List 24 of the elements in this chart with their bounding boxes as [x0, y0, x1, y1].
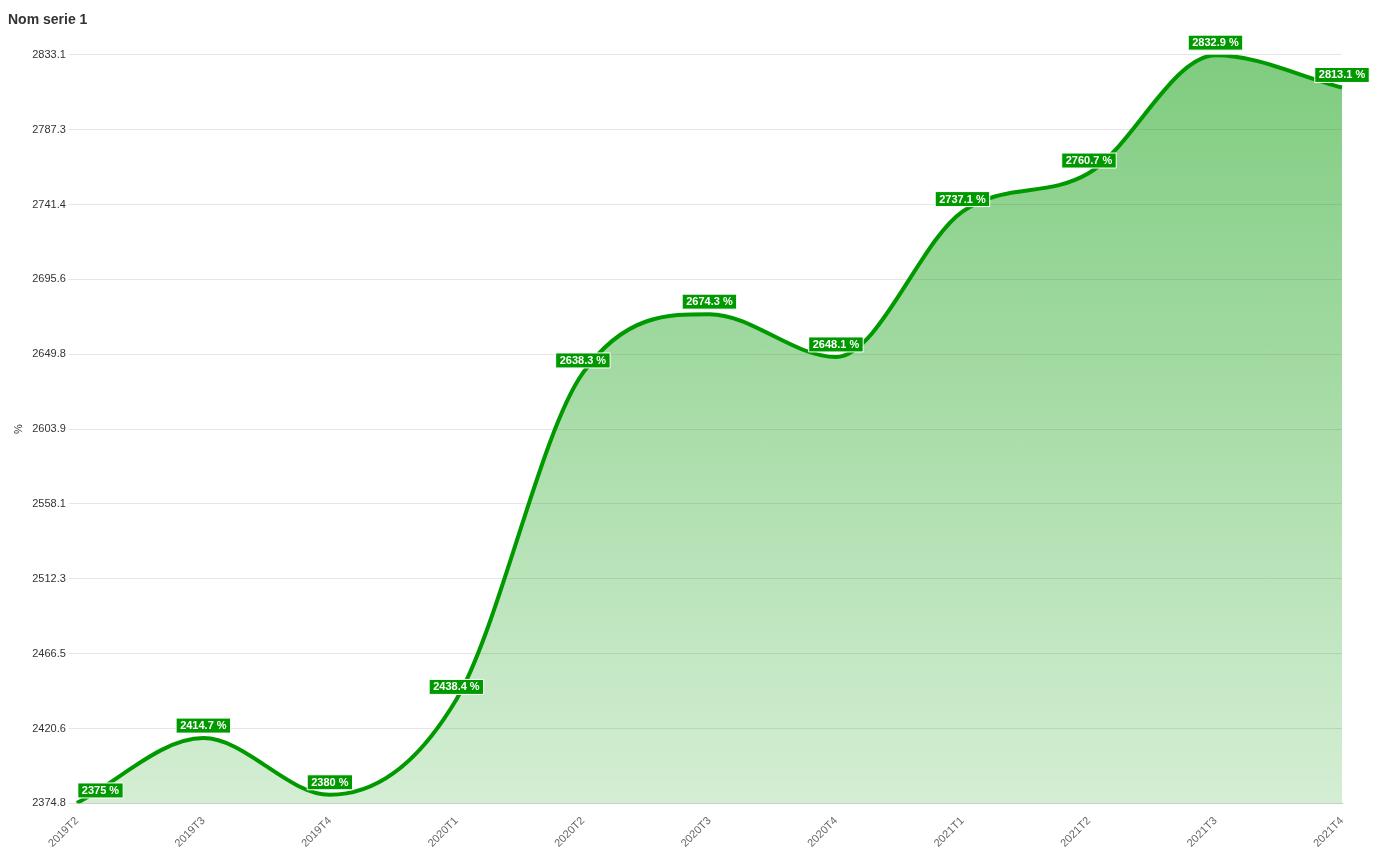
data-label: 2648.1 %	[812, 337, 860, 350]
chart-title: Nom serie 1	[8, 11, 88, 28]
y-tick-label: 2833.1	[32, 47, 66, 60]
y-tick-label: 2787.3	[32, 122, 66, 135]
y-tick-label: 2558.1	[32, 496, 66, 509]
y-tick-label: 2741.4	[32, 197, 66, 210]
y-tick-label: 2603.9	[32, 422, 66, 435]
data-label: 2375 %	[81, 783, 120, 796]
data-label: 2737.1 %	[939, 192, 986, 205]
data-label: 2638.3 %	[559, 353, 607, 366]
y-axis-title: %	[11, 423, 24, 434]
data-label: 2832.9 %	[1192, 36, 1239, 49]
data-label: 2813.1 %	[1318, 68, 1366, 81]
data-label: 2438.4 %	[433, 680, 480, 693]
data-label: 2760.7 %	[1065, 154, 1113, 167]
y-tick-label: 2466.5	[32, 646, 66, 659]
y-tick-label: 2374.8	[32, 796, 66, 809]
y-tick-label: 2695.6	[32, 272, 66, 285]
y-tick-label: 2649.8	[32, 347, 66, 360]
y-tick-label: 2512.3	[32, 571, 66, 584]
data-label: 2414.7 %	[180, 719, 227, 732]
data-label: 2380 %	[311, 775, 349, 788]
y-tick-label: 2420.6	[32, 721, 66, 734]
data-label: 2674.3 %	[686, 295, 733, 308]
